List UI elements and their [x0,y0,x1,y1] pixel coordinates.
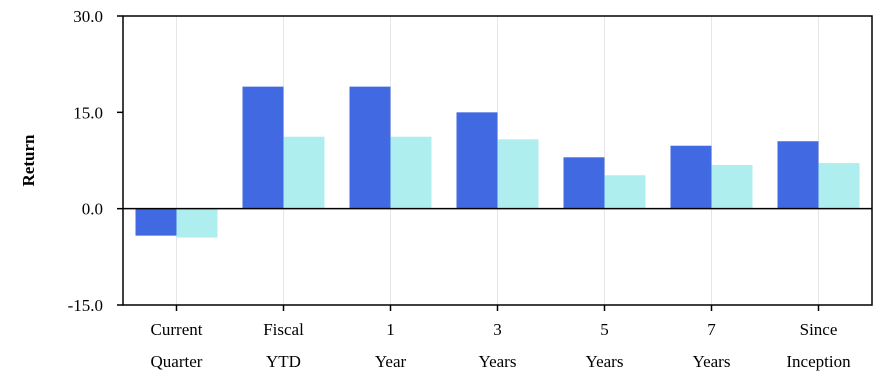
bar-series-1 [670,145,712,209]
bar-series-1 [349,86,391,209]
y-tick-label: 0.0 [82,200,103,219]
bar-series-1 [563,157,605,209]
bar-series-1 [456,112,498,209]
x-axis-ticks: Current Quarter Fiscal YTD 1 Year 3 Years 5 Years… [151,305,851,371]
bar-series-1 [777,141,819,209]
x-tick-label: 3 Years [479,320,517,371]
x-tick-label: 5 Years [586,320,624,371]
bar-series-1 [242,86,284,209]
bar-series-2 [711,164,753,209]
bar-series-2 [818,163,860,209]
bar-series-2 [176,208,218,238]
y-axis-ticks: -15.0 0.0 15.0 30.0 [68,7,123,315]
bars [135,86,860,238]
bar-series-2 [604,175,646,209]
bar-series-2 [497,139,539,209]
bar-series-2 [390,136,432,209]
y-tick-label: 15.0 [73,103,103,122]
y-tick-label: 30.0 [73,7,103,26]
bar-series-1 [135,208,177,236]
x-tick-label: Current Quarter [151,320,203,371]
x-tick-label: 7 Years [693,320,731,371]
x-tick-label: Since Inception [786,320,851,371]
x-tick-label: 1 Year [375,320,407,371]
bar-series-2 [283,136,325,209]
y-axis-label: Return [19,134,38,186]
y-tick-label: -15.0 [68,296,103,315]
x-tick-label: Fiscal YTD [263,320,304,371]
